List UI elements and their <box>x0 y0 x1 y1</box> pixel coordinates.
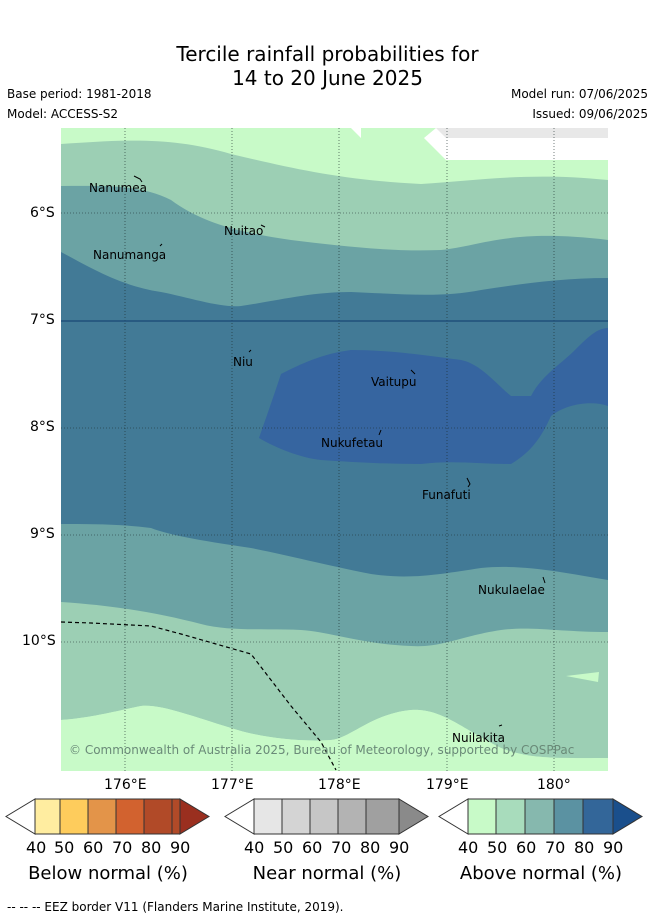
place-nanumea: Nanumea <box>89 181 147 195</box>
place-niu: Niu <box>233 355 253 369</box>
island-mark-nanumea <box>133 175 143 183</box>
colorbar-over-arrow <box>398 798 429 835</box>
island-mark-nuitao <box>260 224 266 228</box>
island-mark-nukufetau <box>378 429 382 436</box>
place-nuilakita: Nuilakita <box>452 731 505 745</box>
cb1-tick: 60 <box>83 838 104 857</box>
colorbar-near-normal <box>224 798 429 835</box>
cb3-tick: 70 <box>545 838 566 857</box>
eez-border <box>61 621 337 771</box>
cb2-tick: 60 <box>302 838 323 857</box>
eez-border-credit: -- -- -- EEZ border V11 (Flanders Marine… <box>7 900 344 914</box>
colorbar-above-normal <box>438 798 643 835</box>
cb1-tick: 70 <box>112 838 133 857</box>
island-mark-vaitupu <box>410 369 416 375</box>
island-mark-nukulaelae <box>542 576 546 584</box>
copyright-notice: © Commonwealth of Australia 2025, Bureau… <box>69 743 574 757</box>
place-nanumanga: Nanumanga <box>93 248 166 262</box>
cb2-tick: 40 <box>244 838 265 857</box>
cb3-tick: 40 <box>458 838 479 857</box>
colorbar-swatch <box>253 798 283 835</box>
lon-label-180: 180° <box>537 777 571 793</box>
colorbar-label-near: Near normal (%) <box>252 863 402 884</box>
colorbar-swatch <box>582 798 614 835</box>
colorbar-swatch <box>143 798 173 835</box>
prob-band-40-bottom <box>61 705 608 771</box>
map-title-line1: Tercile rainfall probabilities for <box>176 42 479 66</box>
island-mark-nanumanga <box>159 243 163 247</box>
lat-label-9s: 9°S <box>30 526 55 542</box>
colorbar-swatch <box>34 798 61 835</box>
colorbar-over-arrow <box>179 798 210 835</box>
colorbar-under-arrow <box>5 798 36 835</box>
issued-date: Issued: 09/06/2025 <box>532 107 648 121</box>
cb2-tick: 80 <box>360 838 381 857</box>
cb3-tick: 90 <box>603 838 624 857</box>
model-name: Model: ACCESS-S2 <box>7 107 119 121</box>
base-period: Base period: 1981-2018 <box>7 87 152 101</box>
island-marks <box>133 175 546 727</box>
place-nukulaelae: Nukulaelae <box>478 583 545 597</box>
island-mark-funafuti <box>466 477 471 488</box>
lat-label-8s: 8°S <box>30 419 55 435</box>
cb3-tick: 50 <box>487 838 508 857</box>
colorbar-swatch <box>495 798 526 835</box>
cb2-tick: 50 <box>273 838 294 857</box>
colorbar-label-below: Below normal (%) <box>28 863 188 884</box>
place-funafuti: Funafuti <box>422 488 471 502</box>
cb1-tick: 40 <box>26 838 47 857</box>
lon-label-178e: 178°E <box>318 777 361 793</box>
island-mark-nuilakita <box>498 724 503 727</box>
colorbar-swatch <box>87 798 117 835</box>
lon-label-177e: 177°E <box>211 777 254 793</box>
model-run-date: Model run: 07/06/2025 <box>510 87 648 101</box>
prob-band-80 <box>259 328 608 464</box>
map-title-line2: 14 to 20 June 2025 <box>232 66 423 90</box>
colorbar-swatch <box>365 798 400 835</box>
light-sliver <box>566 672 599 682</box>
cb1-tick: 90 <box>170 838 191 857</box>
place-vaitupu: Vaitupu <box>371 375 417 389</box>
colorbar-swatch <box>337 798 367 835</box>
cb1-tick: 50 <box>54 838 75 857</box>
cb1-tick: 80 <box>141 838 162 857</box>
rainfall-map: Nanumea Nuitao Nanumanga Niu Vaitupu Nuk… <box>61 128 608 771</box>
colorbar-swatch <box>171 798 181 835</box>
colorbar-over-arrow <box>612 798 643 835</box>
colorbar-swatch <box>309 798 339 835</box>
colorbar-under-arrow <box>438 798 469 835</box>
colorbar-swatch <box>281 798 311 835</box>
lat-label-10s: 10°S <box>22 633 56 649</box>
colorbar-swatch <box>524 798 555 835</box>
place-nukufetau: Nukufetau <box>321 436 383 450</box>
colorbar-swatch <box>59 798 89 835</box>
cb2-tick: 70 <box>331 838 352 857</box>
gray-patch <box>436 128 608 138</box>
place-nuitao: Nuitao <box>224 224 263 238</box>
cb3-tick: 80 <box>574 838 595 857</box>
colorbar-under-arrow <box>224 798 255 835</box>
colorbar-swatch <box>553 798 584 835</box>
lat-label-6s: 6°S <box>30 205 55 221</box>
cb3-tick: 60 <box>516 838 537 857</box>
colorbar-swatch <box>115 798 145 835</box>
lon-label-176e: 176°E <box>104 777 147 793</box>
lat-label-7s: 7°S <box>30 312 55 328</box>
colorbar-swatch <box>467 798 497 835</box>
island-mark-niu <box>248 349 252 353</box>
lon-label-179e: 179°E <box>426 777 469 793</box>
cb2-tick: 90 <box>389 838 410 857</box>
colorbar-label-above: Above normal (%) <box>459 863 623 884</box>
colorbar-below-normal <box>5 798 210 835</box>
